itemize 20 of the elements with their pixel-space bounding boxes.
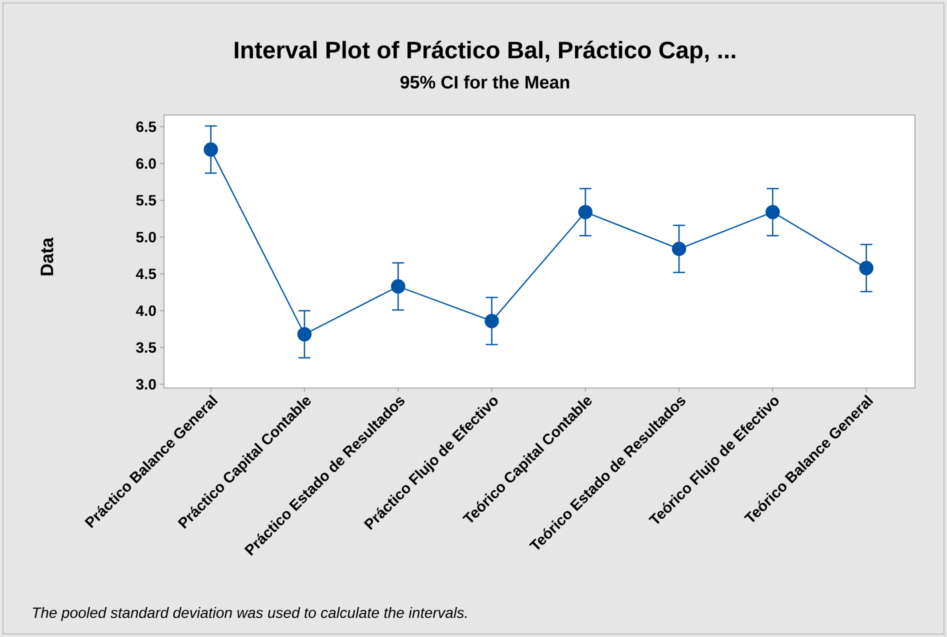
y-tick-label: 5.5 (136, 195, 156, 206)
y-axis-title: Data (40, 237, 54, 276)
chart-subtitle: 95% CI for the Mean (400, 75, 570, 89)
y-tick-label: 5.0 (136, 232, 156, 242)
point (390, 279, 406, 294)
point (672, 242, 686, 256)
y-tick-label: 3.0 (136, 379, 156, 390)
point (578, 204, 593, 220)
y-tick-label: 3.5 (136, 342, 156, 353)
point (297, 327, 312, 342)
point (484, 314, 499, 328)
text: The pooled standard deviation was used to calculate the intervals. (32, 607, 467, 621)
point (204, 142, 218, 157)
point (859, 260, 874, 276)
y-tick-label: 6.0 (136, 158, 156, 169)
point (766, 204, 780, 220)
chart-title: Interval Plot of Práctico Bal, Práctico Cap, ... (234, 40, 736, 64)
y-tick-label: 4.5 (136, 268, 156, 280)
y-tick-label: 6.5 (136, 121, 156, 132)
y-tick-label: 4.0 (136, 305, 156, 316)
